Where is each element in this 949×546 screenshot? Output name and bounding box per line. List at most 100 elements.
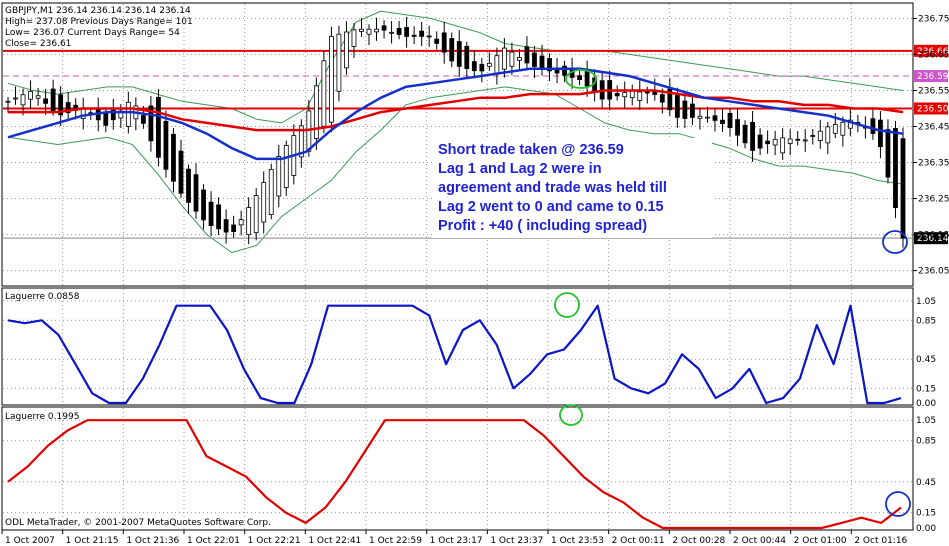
candle-body <box>682 100 688 119</box>
candle-body <box>321 60 327 127</box>
candle-body <box>58 94 64 116</box>
candle-body <box>276 156 282 197</box>
candle-body <box>163 120 169 170</box>
annotation-line-4: Lag 2 went to 0 and came to 0.15 <box>438 199 664 215</box>
candle-body <box>381 25 387 31</box>
level-tag-label: 236.14 <box>917 234 949 244</box>
candle-body <box>885 129 891 178</box>
candle-body <box>396 28 402 35</box>
exit-circle <box>882 230 908 254</box>
candle-body <box>456 41 462 67</box>
candle-body <box>727 112 733 128</box>
highlight-circles <box>554 69 911 517</box>
price-tick-label: 236.65 <box>918 50 949 60</box>
candle-body <box>43 98 49 104</box>
candle-body <box>765 140 771 145</box>
candle-body <box>231 224 237 232</box>
candle-body <box>494 55 500 74</box>
candle-body <box>178 150 184 194</box>
candle-body <box>216 204 221 230</box>
candle-body <box>637 91 643 101</box>
annotation-line-1: Short trade taken @ 236.59 <box>438 142 624 158</box>
annotation-line-3: agreement and trade was held till <box>438 180 667 196</box>
x-tick-label: 1 Oct 23:53 <box>551 536 604 546</box>
price-tick-label: 236.05 <box>918 267 949 277</box>
x-tick-label: 2 Oct 01:00 <box>794 536 847 546</box>
candle-body <box>13 97 18 100</box>
candle-body <box>426 35 432 38</box>
candle-body <box>246 207 252 236</box>
candle-body <box>524 46 530 64</box>
candle-body <box>757 134 763 149</box>
ma-blue-line <box>7 67 904 161</box>
candle-body <box>298 125 304 158</box>
axes: 1 Oct 2007 1 Oct 21:15 1 Oct 21:36 1 Oct 22… <box>1 14 949 546</box>
indicator-tick-label: 0.15 <box>916 384 936 394</box>
level-tag-label: 236.59 <box>917 72 949 82</box>
price-tick-label: 236.55 <box>918 86 949 96</box>
candle-body <box>705 116 710 119</box>
indicator-tick-label: 0.85 <box>916 437 936 447</box>
candle-body <box>389 31 394 34</box>
candle-body <box>690 103 695 118</box>
level-tag-label: 236.66 <box>917 47 949 57</box>
candle-body <box>622 92 628 98</box>
indicator-tick-label: 0.45 <box>916 478 936 488</box>
candle-body <box>900 138 906 239</box>
price-panel <box>1 2 914 287</box>
candle-body <box>501 47 507 70</box>
annotation-box <box>432 138 712 238</box>
candle-body <box>629 90 635 99</box>
candle-body <box>780 137 786 154</box>
x-tick-label: 1 Oct 22:41 <box>308 536 361 546</box>
candle-body <box>674 95 680 118</box>
candle-body <box>742 124 748 144</box>
x-tick-label: 2 Oct 00:44 <box>733 536 786 546</box>
indicator-tick-label: 0.00 <box>916 399 936 409</box>
x-tick-label: 1 Oct 21:15 <box>66 536 119 546</box>
x-tick-label: 1 Oct 2007 <box>5 536 55 546</box>
candle-body <box>750 121 755 151</box>
candle-body <box>186 168 191 203</box>
symbol-header: GBPJPY,M1 236.14 236.14 236.14 236.14 <box>5 6 191 16</box>
candle-body <box>832 124 838 134</box>
annotation-line-2: Lag 1 and Lag 2 were in <box>438 161 602 177</box>
candle-body <box>802 139 808 142</box>
price-tick-label: 236.45 <box>918 122 949 132</box>
level-tag <box>914 44 948 57</box>
candle-body <box>140 115 146 124</box>
info-line-1: High= 237.08 Previous Days Range= 101 <box>5 17 193 27</box>
candle-body <box>441 32 447 53</box>
price-tick-label: 236.35 <box>918 159 949 169</box>
bollinger-bands <box>7 10 904 254</box>
candle-body <box>539 55 545 70</box>
candle-body <box>577 75 582 80</box>
candle-body <box>795 138 801 141</box>
indicator-tick-label: 0.85 <box>916 316 936 326</box>
annotation-line-5: Profit : +40 ( including spread) <box>438 218 647 234</box>
price-tick-label: 236.75 <box>918 14 949 24</box>
candle-body <box>712 115 718 121</box>
candle-body <box>870 118 876 134</box>
level-tag <box>914 232 948 245</box>
laguerre-slow-line <box>7 419 902 530</box>
candle-body <box>268 169 274 215</box>
candle-body <box>509 51 515 67</box>
candle-body <box>148 105 154 142</box>
laguerre-slow-path <box>7 419 902 530</box>
x-tick-label: 1 Oct 23:17 <box>430 536 483 546</box>
laguerre-fast-path <box>7 304 902 405</box>
entry-circle <box>565 69 597 89</box>
candle-body <box>156 96 161 158</box>
x-tick-label: 2 Oct 01:16 <box>854 536 907 546</box>
candle-body <box>840 121 846 136</box>
x-tick-label: 1 Oct 22:01 <box>187 536 240 546</box>
level-tag <box>914 70 948 83</box>
candle-body <box>313 85 319 139</box>
candle-body <box>449 38 455 62</box>
indicator-tick-label: 0.15 <box>916 509 936 519</box>
candle-body <box>479 63 485 72</box>
candle-body <box>614 93 620 97</box>
candle-body <box>772 138 778 146</box>
